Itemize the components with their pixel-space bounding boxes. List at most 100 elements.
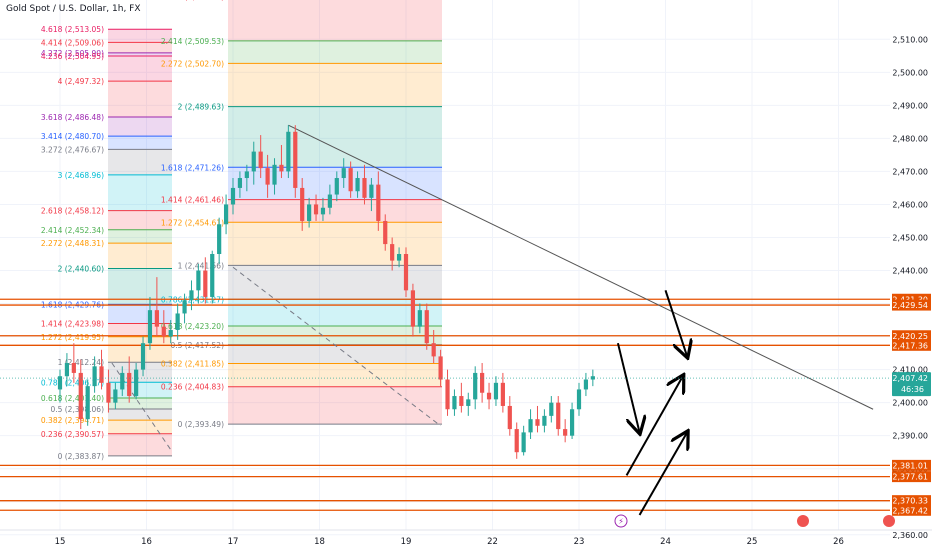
level-price-label: 2,381.01: [892, 461, 928, 470]
fib-level-label: 0 (2,383.87): [58, 452, 104, 461]
candle-body: [424, 310, 429, 344]
fib-level-label: 0.5 (2,398.06): [50, 405, 104, 414]
candle-body: [258, 151, 263, 169]
candle-body: [390, 244, 395, 261]
candle-body: [583, 379, 589, 390]
arrow-down-2: [664, 290, 688, 356]
candle-body: [376, 184, 381, 221]
candle-body: [92, 366, 97, 387]
level-price-badge: [892, 330, 931, 342]
candle-body: [64, 363, 70, 377]
arrow-up-right-2: [638, 432, 688, 516]
candle-body: [99, 366, 104, 383]
candle-body: [279, 164, 284, 172]
fib-level-label: 2.618 (2,523.00): [161, 0, 224, 1]
current-price-label: 2,407.42: [892, 374, 928, 383]
fib-level-label: 0.236 (2,404.83): [161, 383, 224, 392]
price-tick-label: 2,480.00: [892, 134, 928, 143]
candle-body: [383, 220, 388, 245]
time-tick-label: 26: [833, 537, 844, 547]
candle-body: [549, 402, 554, 416]
fib-zone: [228, 199, 442, 223]
level-price-badge: [892, 471, 931, 483]
fib-zone: [108, 210, 172, 230]
fib-zone: [108, 409, 172, 421]
fib-level-label: 0.382 (2,394.71): [41, 416, 104, 425]
dashed-projection-2: [232, 266, 441, 427]
time-tick-label: 24: [660, 537, 671, 547]
candle-body: [307, 204, 312, 221]
fib-zone: [228, 363, 442, 387]
fib-level-label: 3.414 (2,480.70): [41, 132, 104, 141]
candle-body: [182, 300, 187, 314]
candle-body: [223, 204, 229, 225]
fib-level-label: 0.236 (2,390.57): [41, 430, 104, 439]
fib-zone: [108, 29, 172, 43]
candle-body: [431, 343, 436, 357]
fib-level-label: 2.414 (2,509.53): [161, 37, 224, 46]
price-tick-label: 2,500.00: [892, 68, 928, 77]
candle-body: [341, 168, 346, 179]
candle-body: [196, 270, 201, 291]
time-tick-label: 18: [314, 537, 325, 547]
fib-zone: [228, 299, 442, 327]
candle-body: [140, 343, 146, 370]
candle-body: [78, 372, 83, 420]
countdown-label: 46:36: [901, 385, 924, 394]
fib-zone: [228, 344, 442, 364]
fib-zone: [108, 268, 172, 305]
fib-zone: [108, 174, 172, 211]
fib-zone: [108, 229, 172, 244]
fib-zone: [108, 149, 172, 175]
candle-body: [459, 396, 464, 406]
level-price-label: 2,367.42: [892, 506, 928, 515]
candle-body: [168, 329, 173, 337]
candle-body: [327, 194, 332, 208]
fib-level-label: 1.414 (2,423.98): [41, 319, 104, 328]
level-price-badge: [892, 459, 931, 471]
level-price-label: 2,417.36: [892, 341, 928, 350]
candle-body: [286, 131, 291, 172]
fib-zone: [228, 63, 442, 107]
candle-body: [590, 376, 595, 380]
candle-body: [576, 389, 582, 410]
candle-body: [230, 187, 236, 205]
fib-level-label: 2 (2,440.60): [58, 265, 104, 274]
candle-body: [127, 372, 132, 397]
candle-body: [120, 372, 125, 390]
fib-level-label: 4.272 (2,505.90): [41, 49, 104, 58]
candle-body: [348, 168, 353, 192]
candle-body: [569, 409, 575, 436]
fib-level-label: 1 (2,441.56): [178, 261, 224, 270]
fib-zone: [108, 42, 172, 53]
candle-body: [563, 429, 568, 436]
candle-body: [556, 402, 561, 430]
fib-level-label: 0 (2,393.49): [178, 420, 224, 429]
candle-body: [362, 178, 367, 198]
candle-body: [445, 379, 450, 410]
candle-body: [320, 207, 326, 215]
fib-zone: [108, 304, 172, 324]
fib-level-label: 0.382 (2,411.85): [161, 360, 224, 369]
candle-body: [210, 254, 215, 297]
fib-level-label: 2.414 (2,452.34): [41, 226, 104, 235]
fib-zone: [228, 265, 442, 300]
level-price-label: 2,420.25: [892, 332, 928, 341]
fib-level-label: 3.272 (2,476.67): [41, 145, 104, 154]
candle-body: [154, 310, 159, 327]
candle-body: [71, 363, 76, 373]
candle-body: [438, 356, 443, 380]
level-price-badge: [892, 299, 931, 311]
price-tick-label: 2,460.00: [892, 200, 928, 209]
candle-body: [113, 389, 118, 403]
fib-zone: [108, 136, 172, 150]
arrow-down-1: [616, 342, 640, 432]
candle-body: [251, 151, 256, 172]
candle-body: [486, 392, 492, 400]
candle-body: [403, 254, 409, 291]
time-tick-label: 22: [487, 537, 498, 547]
fib-level-label: 3 (2,468.96): [58, 171, 104, 180]
current-price-badge: [892, 372, 931, 397]
